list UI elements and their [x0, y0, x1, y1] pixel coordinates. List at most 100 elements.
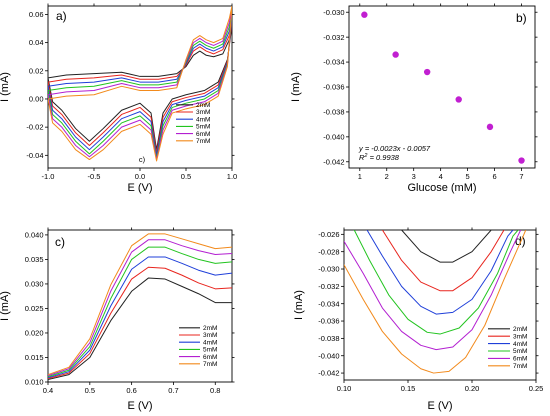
series-line-7mM [48, 233, 232, 376]
fit-equation: y = -0.0023x - 0.0057 [358, 144, 431, 153]
y-tick-label: -0.026 [318, 230, 339, 239]
y-tick-label: 0.00 [29, 95, 44, 104]
series-line-2mM [401, 230, 492, 263]
x-tick-label: 0.5 [181, 172, 191, 181]
x-tick-label: 1 [358, 172, 362, 181]
panel-b: 1 2 3 4 5 6 7 -0.042 -0.040 -0.038 -0.036 -0.034 -0.… [290, 3, 538, 194]
x-tick-label: 0.20 [465, 384, 480, 393]
legend-label: 7mM [513, 363, 527, 370]
y-tick-label: -0.02 [26, 123, 43, 132]
legend-label: 7mM [203, 361, 217, 368]
y-axis-label: I (mA) [293, 290, 305, 320]
panel-label-d: d) [515, 234, 526, 248]
series-line-3mM [48, 266, 232, 380]
y-tick-label: -0.034 [323, 58, 344, 67]
x-tick-label: 6 [492, 172, 496, 181]
legend-label: 3mM [513, 333, 527, 340]
y-axis-label: I (mA) [0, 72, 11, 102]
x-axis-label: E (V) [127, 182, 152, 194]
panel-label-c: c) [55, 235, 65, 249]
series-line-4mM [48, 256, 232, 379]
data-point [392, 51, 399, 58]
y-tick-label: -0.030 [323, 8, 344, 17]
x-tick-label: 0.7 [168, 386, 178, 395]
panel-c: 0.4 0.5 0.6 0.7 0.8 0.010 0.015 0.020 0.025 0.030… [0, 227, 235, 412]
y-tick-label: -0.032 [318, 282, 339, 291]
panel-label-a: a) [56, 9, 67, 23]
x-tick-label: 0.6 [126, 386, 136, 395]
y-tick-label: 0.02 [29, 66, 44, 75]
panel-a: -1.0 -0.5 0.0 0.5 1.0 -0.04 -0.02 0.00 0.02 0.04 0… [0, 3, 237, 194]
y-tick-label: -0.04 [26, 151, 43, 160]
x-tick-label: -1.0 [42, 172, 55, 181]
y-axis-label: I (mA) [290, 72, 302, 102]
y-axis-label: I (mA) [0, 291, 11, 321]
legend-label: 2mM [203, 325, 217, 332]
data-point [486, 123, 494, 131]
x-tick-label: 5 [466, 172, 470, 181]
x-tick-label: 3 [412, 172, 416, 181]
x-tick-label: 2 [385, 172, 389, 181]
data-point [455, 96, 462, 103]
x-tick-label: 1.0 [227, 172, 237, 181]
legend-label: 2mM [196, 102, 210, 109]
x-tick-label: 0.4 [43, 386, 53, 395]
legend-label: 6mM [513, 356, 527, 363]
series-line-7mM [48, 6, 232, 162]
series-line-5mM [353, 230, 519, 335]
series-line-6mM [344, 230, 522, 351]
data-point [423, 68, 431, 76]
x-tick-label: 0.0 [135, 172, 145, 181]
legend-label: 5mM [203, 347, 217, 354]
plot-frame-c [47, 229, 233, 383]
y-tick-label: 0.025 [25, 304, 44, 313]
series-line-5mM [48, 246, 232, 378]
y-tick-label: -0.040 [323, 132, 344, 141]
data-point [361, 11, 368, 18]
y-tick-label: 0.04 [29, 38, 44, 47]
series-line-6mM [48, 239, 232, 377]
legend-label: 7mM [196, 138, 210, 145]
x-tick-label: 0.10 [337, 384, 352, 393]
series-group [344, 230, 527, 374]
series-line-7mM [344, 230, 527, 374]
y-tick-label: 0.015 [25, 353, 44, 362]
x-tick-label: 4 [439, 172, 443, 181]
x-tick-label: 0.8 [210, 386, 220, 395]
y-tick-label: 0.040 [25, 231, 44, 240]
y-tick-label: -0.036 [323, 83, 344, 92]
legend-label: 6mM [196, 131, 210, 138]
series-line-2mM [48, 277, 232, 381]
y-tick-label: -0.038 [318, 334, 339, 343]
legend-label: 3mM [203, 332, 217, 339]
x-tick-label: 7 [519, 172, 523, 181]
y-tick-label: -0.042 [323, 157, 344, 166]
series-line-4mM [366, 230, 514, 315]
y-tick-label: -0.042 [318, 369, 339, 378]
y-tick-label: -0.028 [318, 247, 339, 256]
x-tick-label: -0.5 [88, 172, 101, 181]
legend-label: 5mM [513, 348, 527, 355]
legend-label: 4mM [196, 116, 210, 123]
y-tick-label: 0.010 [25, 378, 44, 387]
x-tick-label: 0.5 [85, 386, 95, 395]
y-tick-label: -0.030 [318, 265, 339, 274]
legend-label: 5mM [196, 124, 210, 131]
y-tick-label: -0.032 [323, 33, 344, 42]
y-tick-label: 0.020 [25, 329, 44, 338]
plot-frame-d [343, 229, 537, 381]
x-axis-label: Glucose (mM) [407, 182, 476, 194]
series-group [48, 6, 232, 162]
y-tick-label: 0.030 [25, 280, 44, 289]
series-line-3mM [381, 230, 505, 292]
x-tick-label: 0.15 [401, 384, 416, 393]
inner-label: c) [139, 155, 146, 164]
y-tick-label: -0.036 [318, 317, 339, 326]
x-axis-label: E (V) [427, 400, 452, 412]
legend-label: 2mM [513, 326, 527, 333]
y-tick-label: 0.035 [25, 255, 44, 264]
panel-label-b: b) [516, 11, 527, 25]
y-tick-label: 0.06 [29, 10, 44, 19]
